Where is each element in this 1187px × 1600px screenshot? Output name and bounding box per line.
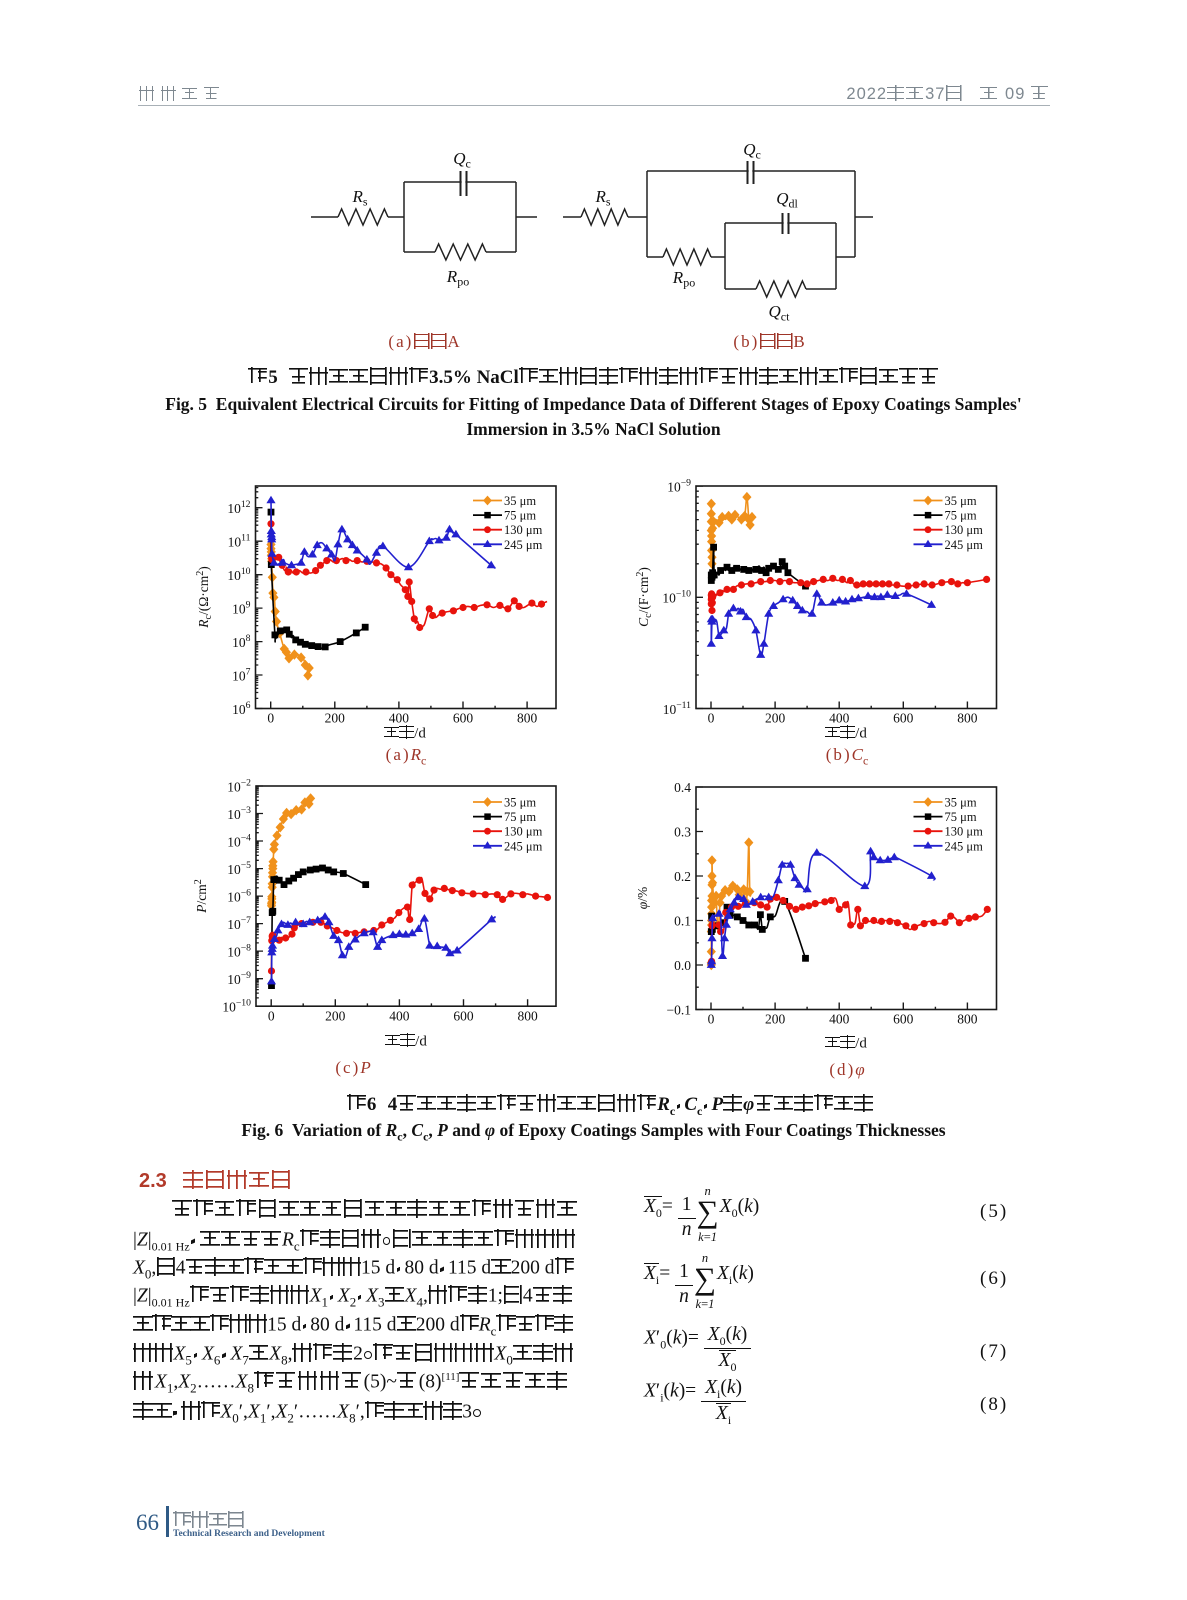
- svg-text:P/cm2: P/cm2: [193, 879, 209, 914]
- svg-text:Qc: Qc: [743, 140, 761, 162]
- svg-text:130 μm: 130 μm: [945, 523, 984, 537]
- svg-text:φ/%: φ/%: [635, 887, 650, 909]
- svg-text:400: 400: [829, 1012, 850, 1027]
- svg-text:245 μm: 245 μm: [504, 839, 543, 853]
- svg-text:106: 106: [232, 700, 251, 717]
- svg-text:245 μm: 245 μm: [945, 839, 984, 853]
- svg-text:400: 400: [389, 1008, 410, 1023]
- svg-text:200: 200: [765, 1012, 786, 1027]
- svg-text:107: 107: [232, 667, 251, 684]
- svg-text:Rpo: Rpo: [446, 267, 469, 289]
- svg-text:0: 0: [267, 711, 274, 726]
- svg-text:1011: 1011: [228, 533, 251, 550]
- svg-text:200: 200: [325, 1008, 346, 1023]
- svg-text:10−10: 10−10: [222, 998, 251, 1015]
- svg-text:10−9: 10−9: [667, 478, 691, 495]
- svg-text:600: 600: [893, 711, 914, 726]
- svg-text:800: 800: [957, 1012, 978, 1027]
- svg-text:75 μm: 75 μm: [945, 810, 977, 824]
- svg-text:10−4: 10−4: [227, 833, 251, 850]
- svg-text:Qdl: Qdl: [776, 189, 798, 211]
- svg-text:0.2: 0.2: [674, 869, 691, 884]
- svg-text:35 μm: 35 μm: [945, 796, 977, 810]
- svg-text:75 μm: 75 μm: [504, 810, 536, 824]
- svg-text:10−6: 10−6: [227, 888, 251, 905]
- svg-text:35 μm: 35 μm: [504, 494, 536, 508]
- svg-text:Rc/(Ω·cm2): Rc/(Ω·cm2): [195, 566, 214, 628]
- svg-text:600: 600: [453, 1008, 474, 1023]
- svg-text:10−8: 10−8: [227, 943, 251, 960]
- svg-text:Cc/(F·cm2): Cc/(F·cm2): [635, 567, 654, 627]
- svg-text:800: 800: [517, 711, 538, 726]
- svg-text:10−5: 10−5: [227, 860, 251, 877]
- svg-text:10−7: 10−7: [227, 915, 251, 932]
- svg-text:1010: 1010: [227, 566, 250, 583]
- svg-text:0: 0: [708, 1012, 715, 1027]
- svg-text:Rs: Rs: [351, 187, 367, 209]
- svg-text:600: 600: [453, 711, 474, 726]
- svg-text:0: 0: [708, 711, 715, 726]
- svg-text:10−2: 10−2: [227, 778, 251, 795]
- svg-text:0.1: 0.1: [674, 914, 691, 929]
- svg-text:0.4: 0.4: [674, 780, 691, 795]
- svg-text:800: 800: [517, 1008, 538, 1023]
- svg-text:245 μm: 245 μm: [504, 538, 543, 552]
- svg-text:10−3: 10−3: [227, 805, 251, 822]
- svg-text:Qct: Qct: [769, 302, 791, 324]
- svg-text:35 μm: 35 μm: [945, 494, 977, 508]
- svg-text:−0.1: −0.1: [667, 1003, 692, 1018]
- svg-text:109: 109: [232, 600, 251, 617]
- svg-text:10−9: 10−9: [227, 970, 251, 987]
- svg-text:1012: 1012: [227, 499, 250, 516]
- svg-text:10−11: 10−11: [663, 700, 691, 717]
- svg-text:130 μm: 130 μm: [504, 523, 543, 537]
- svg-text:Rpo: Rpo: [672, 268, 695, 290]
- svg-text:400: 400: [389, 711, 410, 726]
- svg-text:Qc: Qc: [453, 149, 471, 171]
- svg-text:800: 800: [957, 711, 978, 726]
- svg-text:0.0: 0.0: [674, 958, 691, 973]
- svg-text:108: 108: [232, 633, 251, 650]
- svg-text:35 μm: 35 μm: [504, 796, 536, 810]
- svg-text:130 μm: 130 μm: [945, 825, 984, 839]
- svg-text:400: 400: [829, 711, 850, 726]
- svg-text:0.3: 0.3: [674, 825, 691, 840]
- svg-text:200: 200: [765, 711, 786, 726]
- svg-text:200: 200: [325, 711, 346, 726]
- svg-text:130 μm: 130 μm: [504, 825, 543, 839]
- svg-text:0: 0: [268, 1008, 275, 1023]
- svg-text:600: 600: [893, 1012, 914, 1027]
- svg-text:245 μm: 245 μm: [945, 538, 984, 552]
- svg-text:10−10: 10−10: [662, 589, 691, 606]
- svg-text:75 μm: 75 μm: [945, 509, 977, 523]
- svg-text:Rs: Rs: [594, 187, 610, 209]
- svg-text:75 μm: 75 μm: [504, 509, 536, 523]
